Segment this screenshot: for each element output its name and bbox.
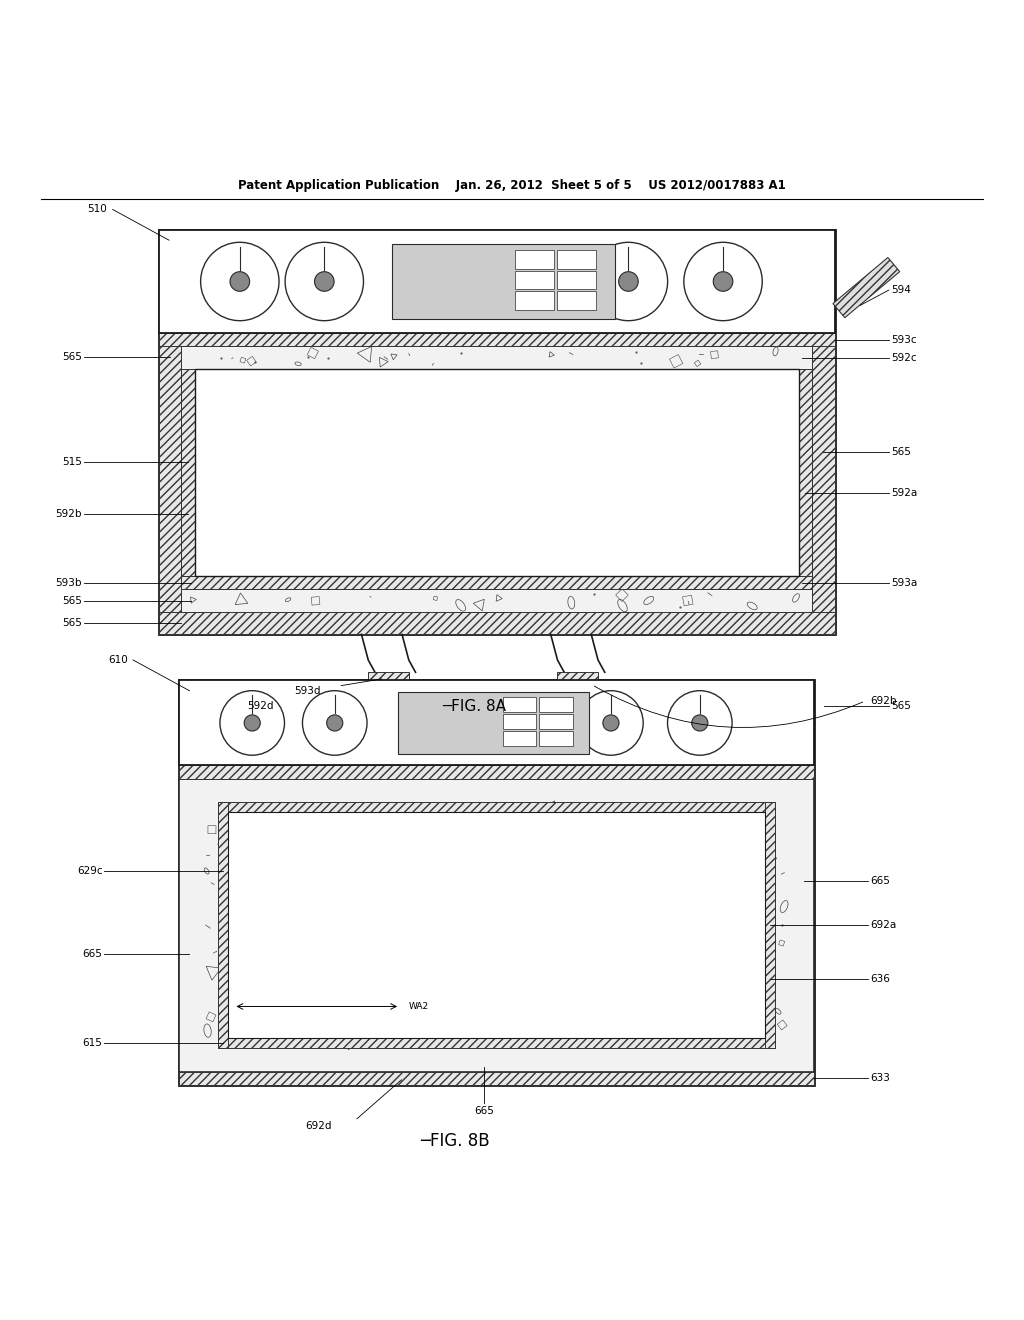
Bar (503, 731, 537, 746)
Bar (557, 672, 598, 685)
Bar (812, 333, 835, 635)
Bar (218, 803, 775, 812)
Circle shape (244, 715, 260, 731)
Text: 565: 565 (62, 595, 82, 606)
Bar (159, 230, 835, 333)
Text: 692d: 692d (305, 1121, 332, 1131)
Bar (159, 333, 835, 346)
Text: 515: 515 (62, 457, 82, 467)
Bar (514, 249, 554, 268)
Circle shape (579, 690, 643, 755)
Bar (195, 368, 799, 576)
Bar (514, 271, 554, 289)
Bar (557, 249, 596, 268)
Bar (557, 271, 596, 289)
Text: 565: 565 (62, 618, 82, 628)
Text: WA2: WA2 (409, 1002, 428, 1011)
Bar (179, 766, 814, 779)
Bar (159, 230, 835, 635)
Text: ─FIG. 8B: ─FIG. 8B (421, 1133, 490, 1150)
Text: 665: 665 (474, 1106, 494, 1115)
Text: 593d: 593d (294, 685, 321, 696)
Bar (398, 693, 589, 754)
Circle shape (684, 243, 762, 321)
Text: 592d: 592d (247, 701, 273, 711)
Bar (181, 589, 812, 612)
Text: 692a: 692a (870, 920, 897, 931)
Bar (514, 292, 554, 310)
Text: 565: 565 (891, 446, 910, 457)
Bar (179, 681, 814, 1085)
Text: 665: 665 (870, 876, 890, 886)
Bar (179, 1072, 814, 1085)
Bar (392, 244, 614, 318)
Bar (540, 731, 572, 746)
Bar (181, 576, 812, 589)
Text: 692b: 692b (870, 696, 897, 706)
Text: 565: 565 (891, 701, 910, 711)
Bar (218, 803, 228, 1048)
Text: 593c: 593c (891, 335, 916, 345)
Bar (503, 697, 537, 713)
Text: 592b: 592b (55, 510, 82, 519)
Bar (159, 612, 835, 635)
Text: 593a: 593a (891, 578, 918, 587)
Text: 565: 565 (62, 351, 82, 362)
Circle shape (603, 715, 618, 731)
Bar (557, 292, 596, 310)
Bar (181, 346, 812, 368)
Circle shape (714, 272, 733, 292)
Text: 510: 510 (87, 205, 108, 214)
Text: 629c: 629c (77, 866, 102, 876)
Bar (228, 812, 765, 1038)
Bar (540, 714, 572, 729)
Circle shape (668, 690, 732, 755)
Bar (179, 681, 814, 766)
Text: 636: 636 (870, 974, 890, 985)
Circle shape (618, 272, 638, 292)
Text: 610: 610 (108, 655, 128, 665)
Bar (503, 714, 537, 729)
Text: 633: 633 (870, 1073, 890, 1084)
Bar (159, 333, 181, 635)
Text: 593b: 593b (55, 578, 82, 587)
Circle shape (201, 243, 279, 321)
Bar (179, 779, 814, 1072)
Circle shape (314, 272, 334, 292)
Text: 665: 665 (83, 949, 102, 960)
Text: 592c: 592c (891, 352, 916, 363)
Circle shape (285, 243, 364, 321)
Bar (218, 1038, 775, 1048)
Bar (181, 368, 195, 576)
Text: 594: 594 (891, 285, 910, 296)
Text: Patent Application Publication    Jan. 26, 2012  Sheet 5 of 5    US 2012/0017883: Patent Application Publication Jan. 26, … (239, 180, 785, 193)
Circle shape (589, 243, 668, 321)
Bar (765, 803, 775, 1048)
Circle shape (327, 715, 343, 731)
Text: 615: 615 (83, 1039, 102, 1048)
Circle shape (230, 272, 250, 292)
Circle shape (692, 715, 708, 731)
Bar (369, 672, 409, 685)
Text: ─FIG. 8A: ─FIG. 8A (442, 698, 507, 714)
Circle shape (220, 690, 285, 755)
Circle shape (302, 690, 367, 755)
Bar (540, 697, 572, 713)
Bar (799, 368, 812, 576)
Bar (833, 257, 900, 318)
Text: 592a: 592a (891, 488, 918, 498)
